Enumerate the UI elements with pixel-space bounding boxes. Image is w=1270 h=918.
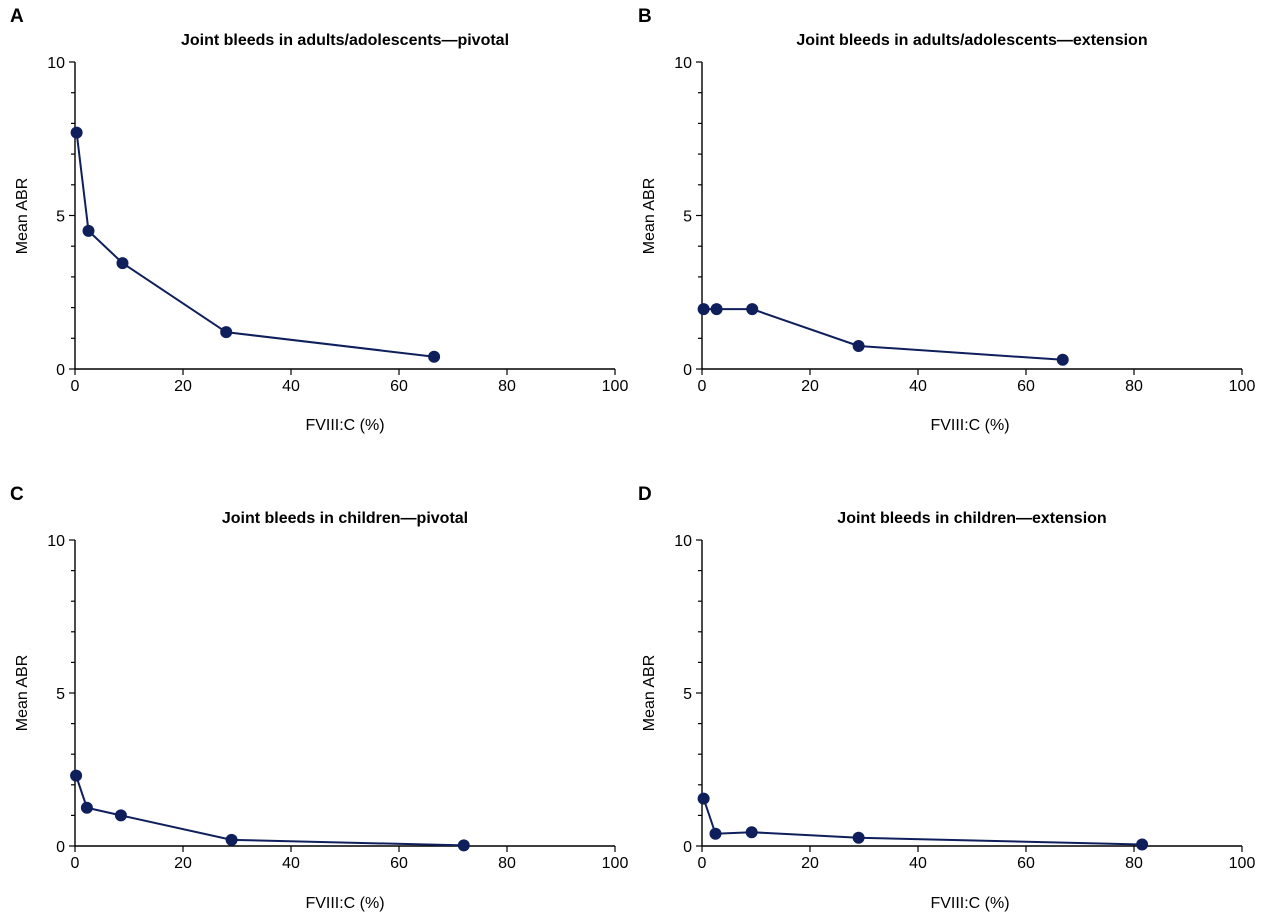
panel-b: B Joint bleeds in adults/adolescents—ext… [638,6,1255,434]
panel-c-series-line [75,775,464,847]
panel-d-x-tick-label: 60 [1017,855,1035,872]
panel-d-y-tick-label: 0 [683,839,692,856]
panel-d-plot-area: 0 20 40 60 80 100 0 5 10 [674,533,1255,872]
panel-b-data-point [852,339,865,352]
panel-b-y-tick-label: 5 [683,209,692,226]
panel-c-letter: C [10,484,24,505]
panel-d-x-tick-label: 100 [1229,855,1256,872]
panel-a-letter: A [10,6,24,27]
panel-a-y-tick-label: 5 [56,209,65,226]
panel-b-x-tick-label: 0 [698,378,707,395]
panel-a-x-tick-label: 60 [390,378,408,395]
panel-c-x-tick-label: 60 [390,855,408,872]
panel-c-y-axis-label: Mean ABR [14,655,31,731]
panel-a-data-point [428,350,441,363]
panel-c-data-point [225,833,238,846]
panel-a-series-line [75,132,435,358]
panel-d-series-line [702,798,1143,846]
panel-d-x-tick-label: 40 [909,855,927,872]
panel-a-data-point [82,224,95,237]
panel-c-title: Joint bleeds in children—pivotal [222,510,468,527]
panel-b-series-line [703,308,1063,361]
panel-b-x-tick-label: 100 [1229,378,1256,395]
panel-b-y-axis-label: Mean ABR [641,178,658,254]
panel-a-x-tick-label: 20 [174,378,192,395]
panel-a-x-tick-label: 100 [602,378,629,395]
panel-d-y-axis-label: Mean ABR [641,655,658,731]
panel-b-title: Joint bleeds in adults/adolescents—exten… [796,32,1147,49]
panel-a-y-tick-label: 0 [56,362,65,379]
panel-d: D Joint bleeds in children—extension FVI… [638,484,1255,912]
panel-b-x-tick-label: 60 [1017,378,1035,395]
panel-a-y-axis-label: Mean ABR [14,178,31,254]
panel-a-x-tick-label: 0 [71,378,80,395]
panel-d-x-tick-label: 20 [801,855,819,872]
panel-a-plot-area: 0 20 40 60 80 100 0 5 10 [47,55,628,395]
panel-b-data-point [746,303,759,316]
panel-c-data-point [70,769,83,782]
panel-d-letter: D [638,484,652,505]
panel-c-data-point [457,839,470,852]
panel-a-x-axis-label: FVIII:C (%) [305,417,384,434]
panel-b-letter: B [638,6,652,27]
panel-c-x-tick-label: 40 [282,855,300,872]
panel-c-data-point [114,809,127,822]
panel-d-data-point [852,831,865,844]
panel-c-x-tick-label: 80 [498,855,516,872]
panel-a-data-point [220,326,233,339]
panel-b-data-point [710,303,723,316]
panel-b-data-point [697,303,710,316]
panel-a-data-point [70,126,83,139]
panel-b-plot-area: 0 20 40 60 80 100 0 5 10 [674,55,1255,395]
panel-c-x-axis-label: FVIII:C (%) [305,895,384,912]
panel-b-y-tick-label: 10 [674,55,692,72]
panel-c-data-point [80,801,93,814]
panel-d-data-point [745,826,758,839]
panel-a-y-tick-label: 10 [47,55,65,72]
panel-d-x-tick-label: 0 [698,855,707,872]
panel-d-data-point [1136,838,1149,851]
panel-b-x-tick-label: 40 [909,378,927,395]
panel-d-y-tick-label: 10 [674,533,692,550]
panel-c: C Joint bleeds in children—pivotal FVIII… [10,484,628,912]
panel-b-x-tick-label: 20 [801,378,819,395]
panel-c-y-tick-label: 10 [47,533,65,550]
panel-b-x-axis-label: FVIII:C (%) [930,417,1009,434]
panel-d-x-axis-label: FVIII:C (%) [930,895,1009,912]
panel-a-x-tick-label: 40 [282,378,300,395]
panel-d-data-point [697,792,710,805]
panel-b-y-tick-label: 0 [683,362,692,379]
panel-a: A Joint bleeds in adults/adolescents—piv… [10,6,628,434]
panel-b-data-point [1056,353,1069,366]
panel-d-x-tick-label: 80 [1125,855,1143,872]
panel-a-x-tick-label: 80 [498,378,516,395]
panel-a-data-point [116,257,129,270]
panel-c-y-tick-label: 0 [56,839,65,856]
panel-c-y-tick-label: 5 [56,686,65,703]
panel-b-x-tick-label: 80 [1125,378,1143,395]
panel-d-y-tick-label: 5 [683,686,692,703]
panel-d-title: Joint bleeds in children—extension [837,510,1106,527]
panel-c-plot-area: 0 20 40 60 80 100 0 5 10 [47,533,628,872]
panel-c-x-tick-label: 20 [174,855,192,872]
panel-d-data-point [709,827,722,840]
panel-c-x-tick-label: 0 [71,855,80,872]
panel-a-title: Joint bleeds in adults/adolescents—pivot… [181,32,509,49]
panel-c-x-tick-label: 100 [602,855,629,872]
